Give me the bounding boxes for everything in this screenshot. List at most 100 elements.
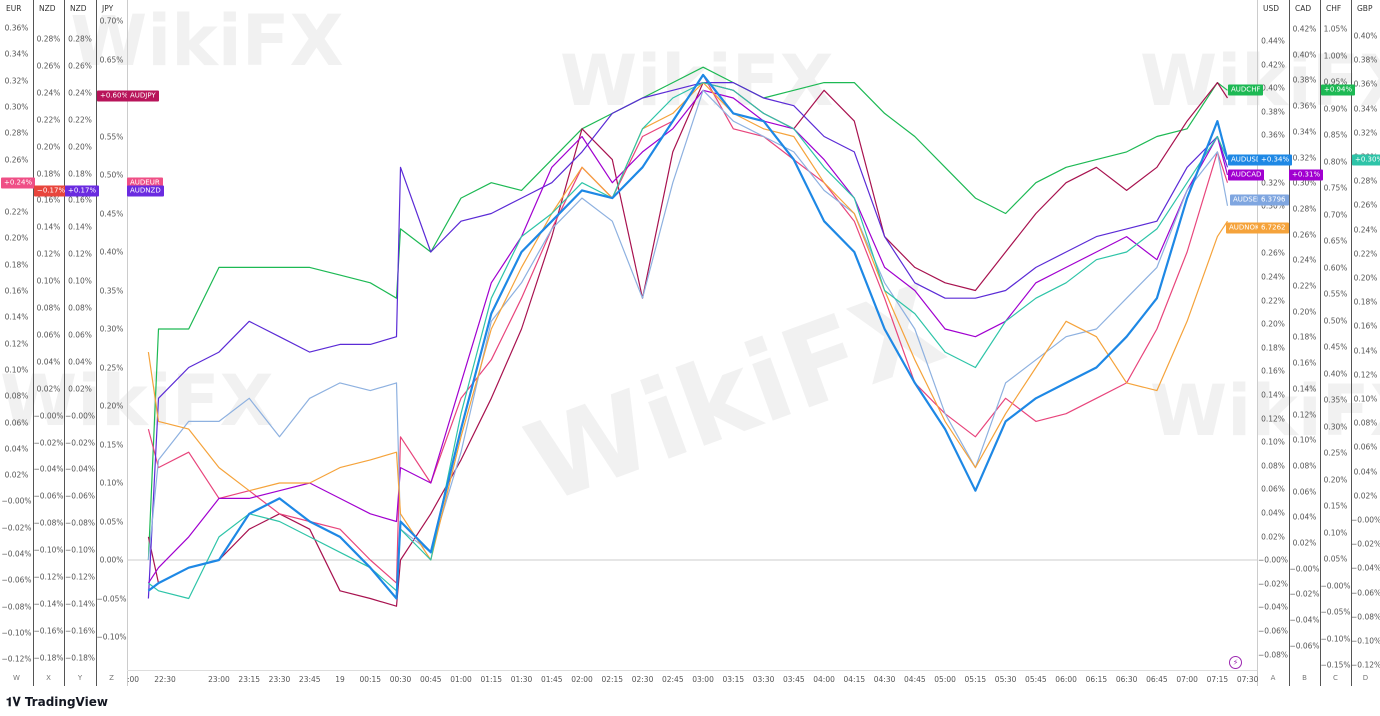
- axis-tick-label: −0.12%: [1351, 660, 1380, 670]
- axis-header[interactable]: NZD: [36, 3, 61, 15]
- price-axis-chf[interactable]: CHF 1.05% 1.00% 0.95% 0.90% 0.85% 0.80% 0.75% 0.…: [1320, 0, 1351, 670]
- price-label-audcad: AUDCAD: [1228, 169, 1265, 181]
- axis-tick-label: 0.04%: [1261, 508, 1285, 518]
- time-tick-label: 05:15: [964, 675, 987, 684]
- axis-tick-label: −0.06%: [1289, 641, 1320, 651]
- price-axis-nzd[interactable]: NZD 0.28% 0.26% 0.24% 0.22% 0.20% 0.18% 0.16% 0.…: [33, 0, 64, 670]
- axis-header[interactable]: CAD: [1292, 3, 1317, 15]
- axis-tick-label: 0.38%: [1292, 75, 1317, 85]
- axis-divider: [1351, 0, 1352, 686]
- axis-scale-letter[interactable]: D: [1362, 674, 1369, 682]
- axis-tick-label: 0.26%: [1353, 200, 1378, 210]
- axis-tick-label: 0.34%: [4, 49, 29, 59]
- axis-scale-letter[interactable]: B: [1302, 674, 1307, 682]
- axis-tick-label: 0.05%: [1323, 554, 1348, 564]
- axis-tick-label: −0.06%: [1351, 588, 1380, 598]
- axis-tick-label: 0.16%: [4, 286, 29, 296]
- axis-divider: [1289, 0, 1290, 686]
- time-tick-label: 02:30: [631, 675, 654, 684]
- axis-tick-label: −0.08%: [1257, 650, 1289, 660]
- axis-tick-label: 0.10%: [36, 276, 61, 286]
- axis-tick-label: 0.32%: [4, 76, 29, 86]
- axis-tick-label: −0.02%: [1257, 579, 1289, 589]
- axis-tick-label: 0.12%: [1353, 370, 1378, 380]
- time-tick-label: 00:30: [389, 675, 412, 684]
- axis-tick-label: 0.04%: [4, 444, 29, 454]
- axis-tick-label: 0.08%: [1261, 461, 1285, 471]
- axis-tick-label: 0.80%: [1323, 157, 1348, 166]
- time-tick-label: 03:45: [783, 675, 805, 684]
- axis-tick-label: 0.22%: [1353, 249, 1378, 259]
- time-tick-label: 03:30: [752, 675, 775, 684]
- axis-tick-label: −0.16%: [64, 626, 96, 636]
- time-axis[interactable]: :00 22:30 23:00 23:15 23:30 23:45 19 00:15 00:30…: [127, 670, 1258, 687]
- axis-scale-letter[interactable]: W: [13, 674, 20, 682]
- axis-tick-label: 0.15%: [1323, 501, 1348, 511]
- series-audgbp[interactable]: [148, 81, 1229, 600]
- series-audchf[interactable]: [147, 66, 1228, 561]
- axis-tick-label: 0.36%: [1261, 130, 1285, 140]
- time-tick-label: 03:15: [722, 675, 745, 684]
- axis-tick-label: 0.40%: [1323, 369, 1348, 378]
- axis-tick-label: 0.28%: [68, 34, 92, 44]
- axis-tick-label: −0.06%: [1, 575, 32, 585]
- price-axis-eur[interactable]: EUR0.36%0.34%0.32%0.30%0.28%0.26%0.24%0.…: [0, 0, 33, 670]
- tradingview-logo[interactable]: 𝟏𝐕 TradingView: [6, 695, 108, 709]
- axis-scale-letter[interactable]: Y: [77, 674, 83, 682]
- price-axis-cad[interactable]: CAD 0.42% 0.40% 0.38% 0.36% 0.34% 0.32% 0.30% 0.…: [1289, 0, 1320, 670]
- axis-tick-label: −0.16%: [33, 626, 64, 636]
- axis-tick-label: 0.06%: [1353, 442, 1378, 452]
- time-tick-label: 19: [335, 675, 345, 684]
- axis-tick-label: 0.00%: [99, 555, 124, 565]
- axis-tick-label: −0.10%: [64, 545, 96, 555]
- axis-tick-label: 0.04%: [1292, 512, 1317, 522]
- axis-header[interactable]: JPY: [99, 3, 124, 15]
- series-audcad[interactable]: [147, 89, 1229, 584]
- lightning-icon[interactable]: ⚡: [1229, 656, 1242, 669]
- time-tick-label: 23:30: [268, 675, 291, 684]
- price-label-audnzd: AUDNZD: [127, 185, 164, 197]
- axis-tick-label: 0.90%: [1323, 104, 1348, 113]
- axis-scale-letter[interactable]: C: [1333, 674, 1338, 682]
- axis-scale-letter[interactable]: A: [1270, 674, 1276, 682]
- axis-tick-label: 0.25%: [99, 363, 124, 372]
- price-axis-nzd[interactable]: NZD 0.28% 0.26% 0.24% 0.22% 0.20% 0.18% 0.16% 0.…: [64, 0, 96, 670]
- series-audsek[interactable]: [147, 89, 1229, 561]
- axis-tick-label: −0.02%: [1, 523, 32, 533]
- axis-tick-label: 0.08%: [1353, 418, 1378, 428]
- axis-tick-label: 0.02%: [1292, 538, 1317, 548]
- series-audjpy[interactable]: [147, 81, 1229, 607]
- axis-tick-label: 0.14%: [1353, 346, 1378, 356]
- axis-tick-label: −0.02%: [33, 438, 64, 447]
- axis-tick-label: 0.25%: [1323, 448, 1348, 458]
- price-axis-usd[interactable]: USD0.44%0.42%0.40%0.38%0.36%0.34%0.32%0.…: [1257, 0, 1289, 670]
- axis-tick-label: 0.26%: [1261, 248, 1285, 258]
- axis-tick-label: −0.10%: [1, 628, 32, 638]
- axis-tick-label: −0.10%: [1351, 636, 1380, 646]
- series-audeur[interactable]: [147, 74, 1229, 584]
- axis-scale-letter[interactable]: Z: [109, 674, 114, 682]
- axis-tick-label: 1.05%: [1323, 24, 1348, 34]
- price-label-nok: 6.7262: [1258, 222, 1289, 234]
- axis-tick-label: 0.10%: [1261, 437, 1285, 447]
- axis-header[interactable]: GBP: [1354, 3, 1377, 15]
- axis-tick-label: −0.06%: [1257, 626, 1289, 636]
- time-tick-label: 06:15: [1085, 675, 1108, 684]
- series-audnok[interactable]: [147, 81, 1229, 561]
- axis-header[interactable]: USD: [1260, 3, 1286, 15]
- axis-header[interactable]: EUR: [3, 3, 30, 15]
- axis-scale-letter[interactable]: X: [46, 674, 51, 682]
- axis-tick-label: −0.00%: [1289, 564, 1320, 574]
- axis-header[interactable]: CHF: [1323, 3, 1348, 15]
- series-audnzd[interactable]: [147, 81, 1229, 599]
- price-axis-gbp[interactable]: GBP0.40%0.38%0.36%0.34%0.32%0.30%0.28%0.…: [1351, 0, 1380, 670]
- axis-tick-label: 0.02%: [36, 384, 61, 394]
- axis-tick-label: −0.00%: [33, 411, 64, 421]
- axis-tick-label: −0.08%: [64, 518, 96, 528]
- axis-tick-label: 0.24%: [1292, 255, 1317, 265]
- axis-header[interactable]: NZD: [67, 3, 93, 15]
- axis-tick-label: 0.32%: [1261, 178, 1285, 188]
- axis-tick-label: −0.10%: [96, 632, 127, 642]
- series-audusd[interactable]: [147, 73, 1229, 600]
